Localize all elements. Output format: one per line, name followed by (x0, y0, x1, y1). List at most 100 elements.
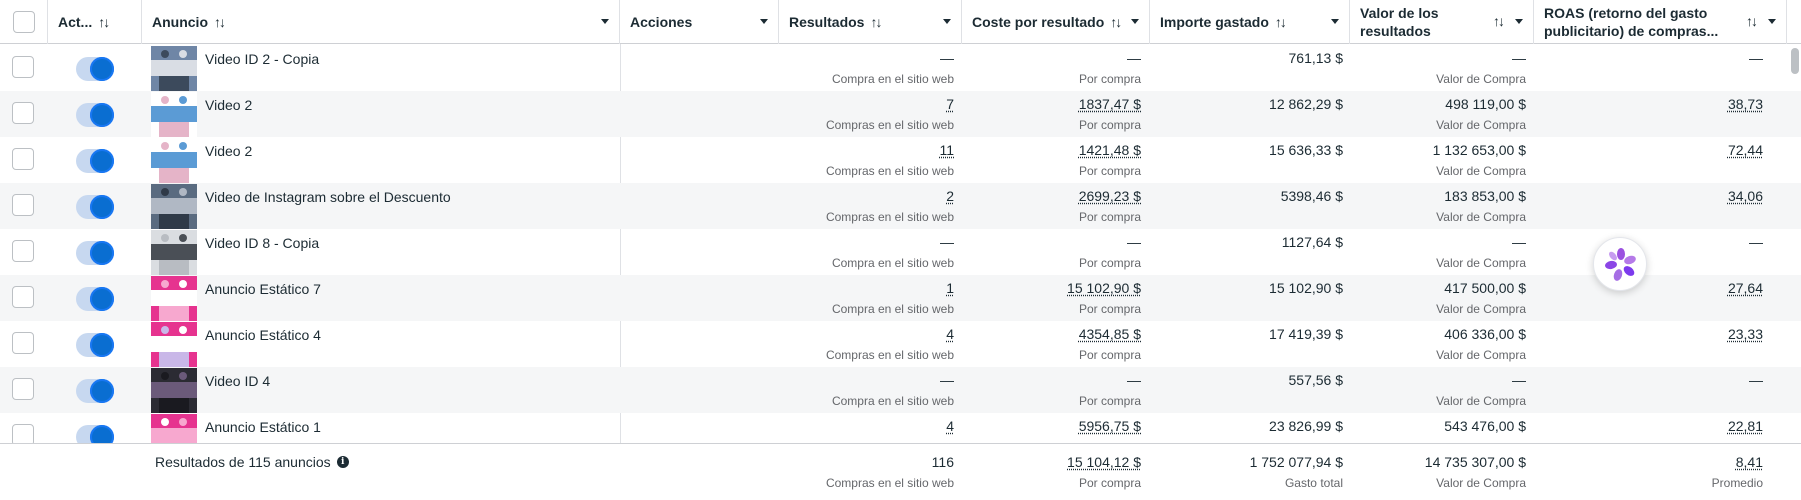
cost-per-result-value[interactable]: 2699,23 $ (1078, 188, 1141, 204)
ad-name[interactable]: Video 2 (205, 143, 253, 159)
results-value[interactable]: 4 (946, 418, 954, 434)
chevron-down-icon[interactable] (1331, 19, 1339, 24)
ad-thumbnail[interactable] (151, 368, 197, 413)
amount-spent-value: 15 636,33 $ (1269, 142, 1343, 158)
ad-active-toggle[interactable] (76, 103, 114, 127)
ad-active-toggle[interactable] (76, 287, 114, 311)
roas-value[interactable]: 22,81 (1727, 418, 1763, 434)
select-all-checkbox[interactable] (12, 11, 35, 33)
row-checkbox[interactable] (12, 194, 34, 216)
header-active[interactable]: Act... ↑↓ (48, 0, 142, 44)
row-checkbox[interactable] (12, 240, 34, 262)
row-checkbox[interactable] (12, 56, 34, 78)
chevron-down-icon[interactable] (1768, 19, 1776, 24)
sort-arrows-icon[interactable]: ↑↓ (98, 14, 110, 30)
ad-active-toggle[interactable] (76, 57, 114, 81)
header-cost-per-result[interactable]: Coste por resultado ↑↓ (962, 0, 1150, 44)
sort-arrows-icon[interactable]: ↑↓ (870, 14, 882, 30)
ad-active-toggle[interactable] (76, 149, 114, 173)
ad-name[interactable]: Video 2 (205, 97, 253, 113)
roas-value[interactable]: 27,64 (1727, 280, 1763, 296)
ad-name[interactable]: Anuncio Estático 4 (205, 327, 321, 343)
cost-per-result-sub: Por compra (1078, 256, 1141, 270)
results-value[interactable]: 7 (946, 96, 954, 112)
row-checkbox-cell (12, 148, 34, 194)
sort-arrows-icon[interactable]: ↑↓ (1110, 14, 1122, 30)
ad-name[interactable]: Video ID 4 (205, 373, 271, 389)
roas-value[interactable]: 38,73 (1727, 96, 1763, 112)
ad-active-toggle[interactable] (76, 333, 114, 357)
results-value[interactable]: 4 (946, 326, 954, 342)
ad-thumbnail[interactable] (151, 46, 197, 91)
cost-per-result-value[interactable]: 15 102,90 $ (1067, 280, 1141, 296)
vertical-scrollbar[interactable] (1787, 44, 1801, 443)
sort-arrows-icon[interactable]: ↑↓ (1493, 13, 1505, 29)
header-results[interactable]: Resultados ↑↓ (779, 0, 962, 44)
table-row[interactable]: Anuncio Estático 7 1 Compra en el sitio … (0, 275, 1801, 321)
footer-cost[interactable]: 15 104,12 $ (1067, 454, 1141, 470)
table-row[interactable]: Video 2 11 Compras en el sitio web 1421,… (0, 137, 1801, 183)
results-value[interactable]: 1 (946, 280, 954, 296)
ad-thumbnail[interactable] (151, 184, 197, 229)
results-sub: Compras en el sitio web (825, 118, 954, 132)
cost-per-result-value[interactable]: 1421,48 $ (1078, 142, 1141, 158)
row-checkbox[interactable] (12, 102, 34, 124)
ad-name[interactable]: Anuncio Estático 1 (205, 419, 321, 435)
sort-arrows-icon[interactable]: ↑↓ (214, 14, 226, 30)
row-checkbox-cell (12, 378, 34, 424)
table-row[interactable]: Video ID 8 - Copia — Compra en el sitio … (0, 229, 1801, 275)
table-row[interactable]: Video de Instagram sobre el Descuento 2 … (0, 183, 1801, 229)
footer-results-sub: Compras en el sitio web (825, 476, 954, 490)
cost-per-result-value[interactable]: 4354,85 $ (1078, 326, 1141, 342)
header-ad[interactable]: Anuncio ↑↓ (142, 0, 620, 44)
cost-per-result-value[interactable]: 1837,47 $ (1078, 96, 1141, 112)
amount-spent-value: 12 862,29 $ (1269, 96, 1343, 112)
chevron-down-icon[interactable] (601, 19, 609, 24)
ad-name[interactable]: Anuncio Estático 7 (205, 281, 321, 297)
sort-arrows-icon[interactable]: ↑↓ (1274, 14, 1287, 30)
table-row[interactable]: Anuncio Estático 1 4 5956,75 $ 23 826,99… (0, 413, 1801, 459)
table-row[interactable]: Video ID 2 - Copia — Compra en el sitio … (0, 45, 1801, 91)
ad-thumbnail[interactable] (151, 322, 197, 367)
results-value[interactable]: 2 (946, 188, 954, 204)
table-row[interactable]: Video ID 4 — Compra en el sitio web — Po… (0, 367, 1801, 413)
header-results-value[interactable]: Valor de los resultados ↑↓ (1350, 0, 1534, 44)
ad-name[interactable]: Video ID 8 - Copia (205, 235, 320, 251)
results-value[interactable]: 11 (939, 142, 954, 158)
ad-thumbnail[interactable] (151, 92, 197, 137)
row-checkbox[interactable] (12, 286, 34, 308)
row-checkbox[interactable] (12, 378, 34, 400)
scrollbar-thumb[interactable] (1791, 48, 1799, 74)
ad-active-toggle[interactable] (76, 379, 114, 403)
chevron-down-icon[interactable] (1131, 19, 1139, 24)
roas-value[interactable]: 72,44 (1727, 142, 1763, 158)
ad-name[interactable]: Video ID 2 - Copia (205, 51, 320, 67)
roas-value[interactable]: 34,06 (1727, 188, 1763, 204)
results-value-amount: 1 132 653,00 $ (1432, 142, 1526, 158)
sort-arrows-icon[interactable]: ↑↓ (1746, 13, 1758, 29)
roas-value[interactable]: 23,33 (1727, 326, 1763, 342)
chevron-down-icon[interactable] (943, 19, 951, 24)
table-row[interactable]: Anuncio Estático 4 4 Compras en el sitio… (0, 321, 1801, 367)
info-icon[interactable]: i (336, 456, 349, 468)
footer-roas[interactable]: 8,41 (1735, 454, 1763, 470)
cost-per-result-value[interactable]: 5956,75 $ (1078, 418, 1141, 434)
chevron-down-icon[interactable] (760, 19, 768, 24)
ad-name[interactable]: Video de Instagram sobre el Descuento (205, 189, 451, 205)
table-row[interactable]: Video 2 7 Compras en el sitio web 1837,4… (0, 91, 1801, 137)
roas-value: — (1749, 234, 1763, 250)
row-checkbox[interactable] (12, 332, 34, 354)
results-sub: Compra en el sitio web (831, 302, 954, 316)
ad-active-toggle[interactable] (76, 241, 114, 265)
chevron-down-icon[interactable] (1515, 19, 1523, 24)
ad-active-toggle[interactable] (76, 195, 114, 219)
header-actions[interactable]: Acciones (620, 0, 779, 44)
header-amount-spent[interactable]: Importe gastado ↑↓ (1150, 0, 1350, 44)
ad-thumbnail[interactable] (151, 230, 197, 275)
header-roas[interactable]: ROAS (retorno del gasto publicitario) de… (1534, 0, 1787, 44)
ad-thumbnail[interactable] (151, 138, 197, 183)
row-checkbox[interactable] (12, 148, 34, 170)
ad-thumbnail[interactable] (151, 276, 197, 321)
cost-per-result-sub: Por compra (1078, 118, 1141, 132)
toggle-knob (90, 57, 114, 81)
